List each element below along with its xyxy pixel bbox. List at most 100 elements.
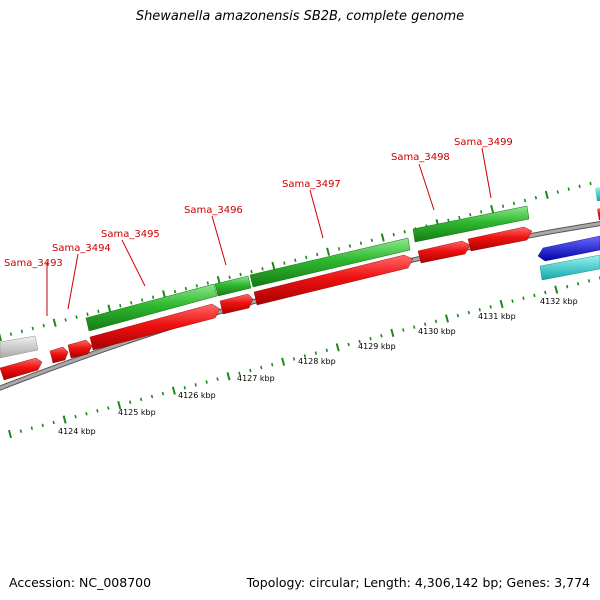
tick-mark <box>337 247 341 251</box>
inner-tick-track <box>8 276 600 439</box>
gene-block-grey <box>0 335 39 359</box>
tick-mark <box>348 244 352 248</box>
gene-arrow-red <box>89 303 221 351</box>
tick-mark <box>523 198 527 203</box>
outer-tick-track <box>0 181 592 342</box>
tick-mark <box>8 429 12 439</box>
kbp-label: 4129 kbp <box>358 342 396 351</box>
tick-mark <box>512 201 516 206</box>
gene-block-green <box>249 237 411 288</box>
tick-mark <box>556 190 559 194</box>
tick-mark <box>478 308 481 312</box>
tick-mark <box>64 318 67 322</box>
tick-mark <box>42 323 45 328</box>
gene-callout-line <box>67 253 79 310</box>
tick-mark <box>490 204 495 214</box>
tick-mark <box>480 210 483 214</box>
tick-mark <box>576 282 580 286</box>
tick-mark <box>281 357 286 366</box>
tick-mark <box>52 420 55 425</box>
tick-mark <box>107 304 112 313</box>
tick-mark <box>206 281 209 285</box>
kbp-label: 4126 kbp <box>178 391 216 400</box>
gene-arrow-red <box>49 346 69 364</box>
tick-mark <box>283 261 286 265</box>
tick-mark <box>423 322 427 326</box>
gene-label: Sama_3499 <box>454 137 513 148</box>
tick-mark <box>171 386 176 395</box>
tick-mark <box>534 195 538 200</box>
gene-block-cyan <box>595 187 600 201</box>
kbp-label: 4128 kbp <box>298 357 336 366</box>
green-gene-blocks <box>85 187 600 332</box>
tick-mark <box>140 298 144 302</box>
tick-mark <box>96 409 99 413</box>
tick-mark <box>97 309 100 314</box>
gene-arrow-red <box>467 226 533 252</box>
tick-mark <box>41 423 44 428</box>
tick-mark <box>74 414 77 419</box>
tick-mark <box>447 218 450 223</box>
kbp-label: 4124 kbp <box>58 427 96 436</box>
gene-block-green <box>412 205 530 243</box>
accession-label: Accession: NC_008700 <box>9 575 152 590</box>
tick-mark <box>139 397 143 402</box>
tick-mark <box>544 190 549 199</box>
tick-mark <box>335 343 340 352</box>
gene-block-green <box>85 283 218 332</box>
tick-mark <box>183 386 186 390</box>
tick-mark <box>589 181 592 186</box>
tick-mark <box>390 328 395 338</box>
kbp-label: 4130 kbp <box>418 327 456 336</box>
tick-mark <box>292 357 296 361</box>
tick-mark <box>501 204 505 208</box>
tick-mark <box>19 429 23 433</box>
tick-mark <box>20 329 24 334</box>
other-gene-blocks <box>0 235 600 359</box>
tick-mark <box>31 326 34 331</box>
tick-mark <box>325 348 328 352</box>
tick-mark <box>239 272 242 277</box>
tick-mark <box>522 296 525 300</box>
tick-mark <box>62 415 67 424</box>
tick-mark <box>271 261 276 271</box>
tick-mark <box>184 286 188 291</box>
gene-label: Sama_3494 <box>52 243 111 254</box>
kbp-labels: 4124 kbp 4125 kbp 4126 kbp 4127 kbp 4128 kbp… <box>58 297 578 436</box>
tick-mark <box>314 351 318 355</box>
tick-mark <box>228 275 231 280</box>
tick-mark <box>238 371 241 376</box>
tick-mark <box>195 284 199 288</box>
tick-mark <box>128 400 132 404</box>
gene-arrow-red <box>417 240 471 264</box>
kbp-label: 4132 kbp <box>540 297 578 306</box>
tick-mark <box>194 383 197 387</box>
tick-mark <box>260 365 263 370</box>
tick-mark <box>467 310 471 315</box>
tick-mark <box>567 187 570 191</box>
tick-mark <box>533 293 536 298</box>
tick-mark <box>347 342 350 347</box>
kbp-label: 4131 kbp <box>478 312 516 321</box>
gene-label: Sama_3497 <box>282 179 341 190</box>
tick-mark <box>305 255 308 260</box>
tick-mark <box>0 333 2 342</box>
tick-mark <box>151 295 155 299</box>
gene-labels: Sama_3493 Sama_3494 Sama_3495 Sama_3496 Sama… <box>4 137 513 316</box>
tick-mark <box>499 299 504 309</box>
tick-mark <box>261 267 264 271</box>
tick-mark <box>250 269 253 274</box>
tick-mark <box>161 391 165 396</box>
tick-mark <box>359 241 363 245</box>
tick-mark <box>370 238 374 243</box>
tick-mark <box>86 312 89 317</box>
gene-label: Sama_3493 <box>4 258 63 269</box>
tick-mark <box>489 305 492 309</box>
tick-mark <box>52 318 57 327</box>
tick-mark <box>216 377 219 381</box>
gene-arrow-red <box>253 254 414 306</box>
gene-callout-line <box>309 189 324 239</box>
kbp-label: 4125 kbp <box>118 408 156 417</box>
tick-mark <box>30 426 34 430</box>
tick-mark <box>380 334 383 338</box>
